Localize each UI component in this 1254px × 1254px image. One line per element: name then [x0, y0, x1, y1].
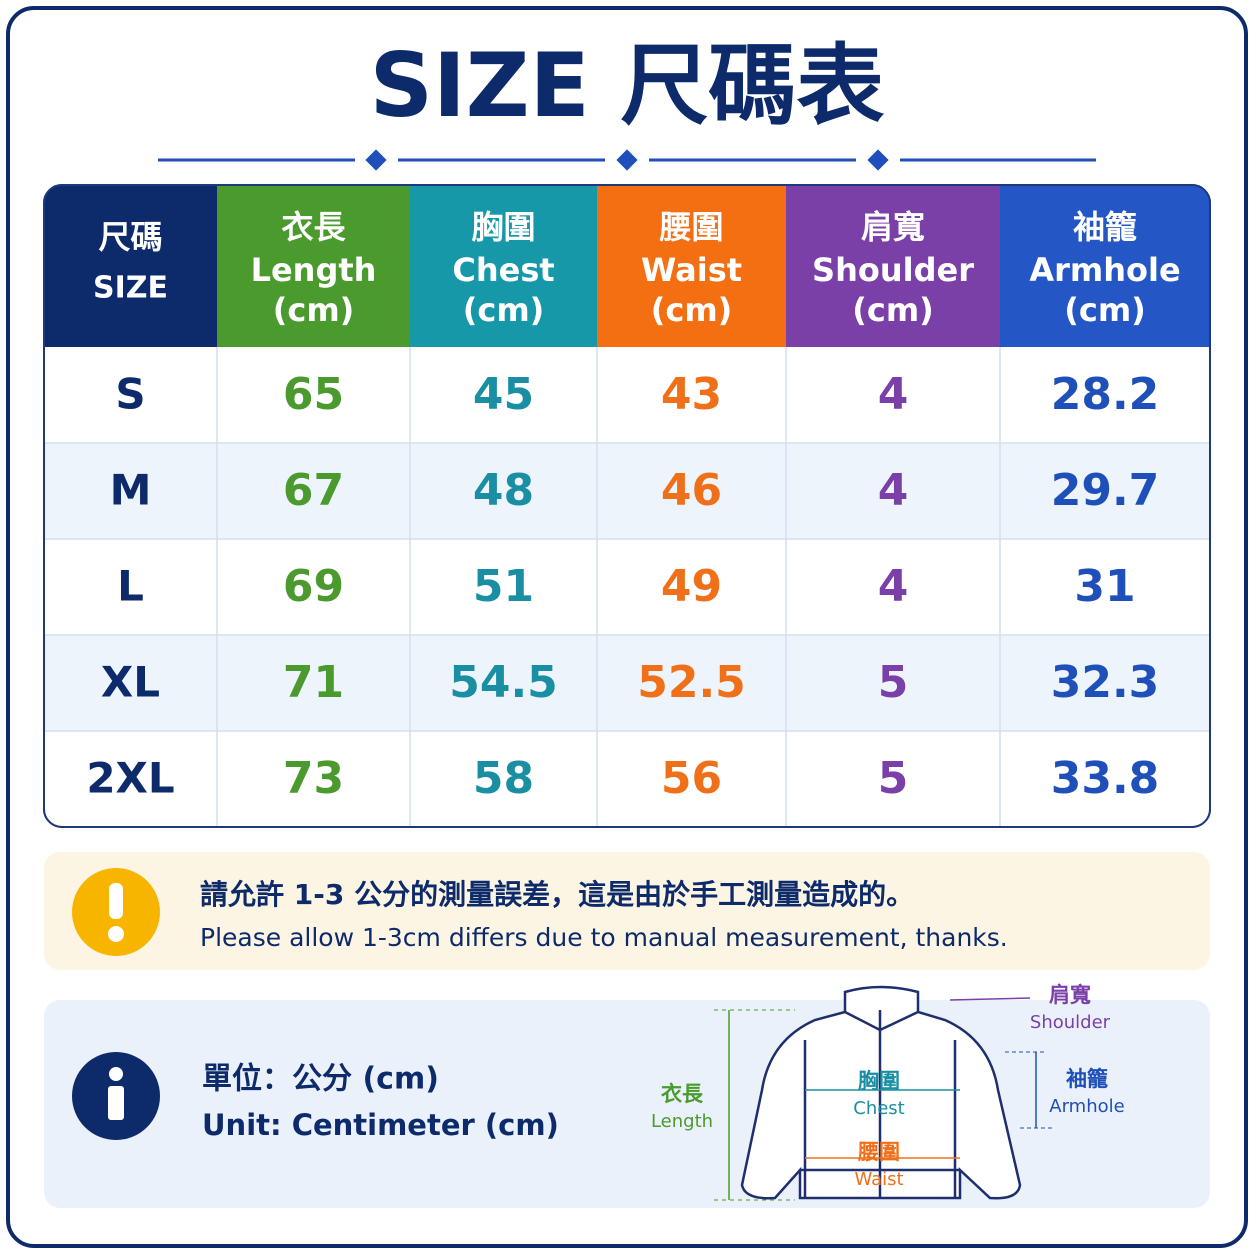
- row-background: [45, 539, 1209, 635]
- measurement: 45: [473, 369, 534, 420]
- size-label: S: [115, 370, 145, 419]
- header-label: 肩寬: [861, 208, 925, 246]
- measurement: 46: [661, 465, 722, 516]
- measurement: 71: [283, 657, 344, 708]
- header-label: SIZE: [93, 271, 168, 306]
- measurement: 5: [878, 657, 909, 708]
- size-label: XL: [101, 658, 160, 707]
- measurement: 29.7: [1051, 465, 1160, 516]
- row-background: [45, 635, 1209, 731]
- info-icon: [72, 1052, 160, 1140]
- measurement: 49: [661, 561, 722, 612]
- measurement: 28.2: [1051, 369, 1160, 420]
- header-cell: [786, 185, 1000, 347]
- title-divider: [158, 149, 1096, 171]
- shoulder-label-zh: 肩寬: [1049, 983, 1091, 1007]
- warning-icon: [72, 868, 160, 956]
- header-cell: [217, 185, 410, 347]
- note-zh: 請允許 1-3 公分的測量誤差，這是由於手工測量造成的。: [200, 878, 914, 911]
- measurement: 69: [283, 561, 344, 612]
- measurement: 32.3: [1051, 657, 1160, 708]
- header-label: 胸圍: [471, 208, 535, 246]
- header-label: (cm): [463, 291, 545, 329]
- measurement: 4: [878, 465, 909, 516]
- waist-label-en: Waist: [854, 1169, 903, 1190]
- header-cell: [410, 185, 597, 347]
- header-label: 腰圍: [659, 208, 723, 246]
- measurement: 5: [878, 753, 909, 804]
- header-label: Shoulder: [812, 251, 974, 289]
- header-cell: [1000, 185, 1210, 347]
- measurement: 65: [283, 369, 344, 420]
- measurement: 48: [473, 465, 534, 516]
- measurement: 67: [283, 465, 344, 516]
- measurement: 54.5: [449, 657, 558, 708]
- row-background: [45, 731, 1209, 827]
- measurement: 52.5: [637, 657, 746, 708]
- armhole-label-zh: 袖籠: [1066, 1067, 1108, 1091]
- length-label-en: Length: [651, 1111, 713, 1132]
- header-label: (cm): [651, 291, 733, 329]
- size-table: 尺碼SIZE衣長Length(cm)胸圍Chest(cm)腰圍Waist(cm)…: [43, 184, 1211, 828]
- size-label: 2XL: [86, 754, 174, 803]
- size-label: M: [110, 466, 152, 515]
- header-label: Chest: [452, 251, 554, 289]
- length-label-zh: 衣長: [661, 1082, 704, 1106]
- chest-label-en: Chest: [853, 1098, 905, 1119]
- measurement: 33.8: [1051, 753, 1160, 804]
- jacket-diagram: [714, 985, 1055, 1201]
- diagram-labels: 衣長 Length 胸圍 Chest 腰圍 Waist 肩寬 Shoulder 袖籠 Armhol…: [651, 983, 1125, 1190]
- header-label: Armhole: [1029, 251, 1180, 289]
- measurement: 4: [878, 561, 909, 612]
- header-label: 袖籠: [1073, 208, 1137, 246]
- row-background: [45, 347, 1209, 443]
- waist-label-zh: 腰圍: [857, 1140, 900, 1164]
- armhole-label-en: Armhole: [1049, 1096, 1124, 1117]
- title: SIZE 尺碼表: [370, 34, 885, 137]
- table-border: [43, 184, 1211, 828]
- measurement: 56: [661, 753, 722, 804]
- measurement: 43: [661, 369, 722, 420]
- header-label: (cm): [1064, 291, 1146, 329]
- measurement: 4: [878, 369, 909, 420]
- header-label: (cm): [852, 291, 934, 329]
- header-label: 衣長: [281, 208, 346, 246]
- unit-en: Unit: Centimeter (cm): [202, 1108, 559, 1142]
- chest-label-zh: 胸圍: [858, 1069, 900, 1093]
- header-label: Length: [251, 251, 377, 289]
- shoulder-label-en: Shoulder: [1030, 1012, 1111, 1033]
- header-cell: [44, 185, 217, 347]
- header-label: (cm): [273, 291, 355, 329]
- header-label: Waist: [641, 251, 742, 289]
- note-box: [44, 852, 1210, 970]
- measurement: 31: [1074, 561, 1135, 612]
- measurement: 58: [473, 753, 534, 804]
- size-label: L: [117, 562, 144, 611]
- measurement: 51: [473, 561, 534, 612]
- unit-zh: 單位：公分 (cm): [202, 1062, 439, 1097]
- header-cell: [597, 185, 786, 347]
- header-label: 尺碼: [98, 218, 162, 256]
- note-en: Please allow 1-3cm differs due to manual…: [200, 923, 1008, 952]
- measurement: 73: [283, 753, 344, 804]
- row-background: [45, 443, 1209, 539]
